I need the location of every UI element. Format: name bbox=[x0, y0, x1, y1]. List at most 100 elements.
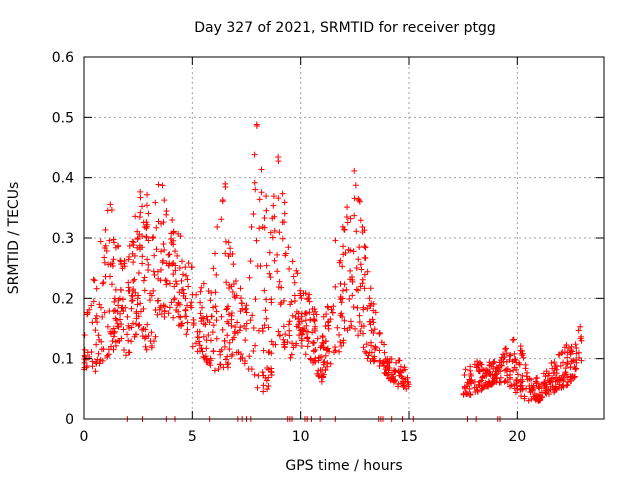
data-point bbox=[197, 299, 204, 306]
data-point bbox=[304, 296, 311, 303]
data-point bbox=[357, 217, 364, 224]
chart-title: Day 327 of 2021, SRMTID for receiver ptg… bbox=[194, 20, 496, 36]
data-point bbox=[356, 197, 363, 204]
data-point bbox=[351, 212, 358, 219]
data-point bbox=[359, 229, 366, 236]
data-point bbox=[145, 266, 152, 273]
data-point bbox=[204, 358, 211, 365]
data-point bbox=[309, 306, 316, 313]
data-point bbox=[133, 315, 140, 322]
data-point bbox=[497, 374, 504, 381]
data-point bbox=[495, 366, 502, 373]
data-point bbox=[101, 254, 108, 261]
data-point bbox=[353, 286, 360, 293]
data-point bbox=[258, 189, 265, 196]
data-point bbox=[520, 354, 527, 361]
data-point bbox=[166, 304, 173, 311]
data-point bbox=[143, 202, 150, 209]
data-point bbox=[349, 276, 356, 283]
data-point bbox=[180, 290, 187, 297]
data-point bbox=[170, 271, 177, 278]
data-point bbox=[314, 335, 321, 342]
data-point bbox=[389, 374, 396, 381]
data-point bbox=[228, 310, 235, 317]
data-point bbox=[344, 219, 351, 226]
data-point bbox=[268, 350, 275, 357]
data-point bbox=[533, 394, 540, 401]
data-point bbox=[360, 330, 367, 337]
data-point bbox=[128, 338, 135, 345]
data-point bbox=[478, 361, 485, 368]
data-point bbox=[361, 243, 368, 250]
data-point bbox=[268, 299, 275, 306]
data-point bbox=[252, 296, 259, 303]
data-point bbox=[153, 246, 160, 253]
data-point bbox=[291, 279, 298, 286]
data-point bbox=[169, 261, 176, 268]
data-point bbox=[251, 371, 258, 378]
data-point bbox=[182, 264, 189, 271]
data-point bbox=[339, 223, 346, 230]
data-point bbox=[197, 310, 204, 317]
data-point bbox=[555, 376, 562, 383]
data-point bbox=[149, 235, 156, 242]
data-point bbox=[223, 306, 230, 313]
data-point bbox=[228, 316, 235, 323]
data-point bbox=[341, 281, 348, 288]
data-point bbox=[129, 293, 136, 300]
data-point bbox=[95, 350, 102, 357]
data-point bbox=[560, 359, 567, 366]
data-point bbox=[97, 238, 104, 245]
data-point bbox=[289, 312, 296, 319]
data-point bbox=[160, 219, 167, 226]
data-point bbox=[165, 310, 172, 317]
data-point bbox=[260, 347, 267, 354]
data-point bbox=[176, 264, 183, 271]
data-point bbox=[551, 359, 558, 366]
data-point bbox=[357, 283, 364, 290]
data-point bbox=[243, 302, 250, 309]
data-point bbox=[350, 248, 357, 255]
data-point bbox=[110, 256, 117, 263]
data-point bbox=[176, 289, 183, 296]
y-tick-label: 0.4 bbox=[52, 171, 74, 187]
data-point bbox=[104, 323, 111, 330]
data-point bbox=[151, 272, 158, 279]
data-point bbox=[573, 350, 580, 357]
y-tick-label: 0.6 bbox=[52, 50, 74, 66]
data-point bbox=[106, 237, 113, 244]
data-point bbox=[357, 328, 364, 335]
data-point bbox=[353, 228, 360, 235]
data-point bbox=[355, 287, 362, 294]
data-point bbox=[105, 261, 112, 268]
data-point bbox=[114, 242, 121, 249]
data-point bbox=[142, 343, 149, 350]
data-point bbox=[209, 329, 216, 336]
data-point bbox=[263, 262, 270, 269]
data-point bbox=[137, 188, 144, 195]
data-point bbox=[564, 349, 571, 356]
data-point bbox=[226, 284, 233, 291]
data-point bbox=[368, 349, 375, 356]
data-point bbox=[575, 327, 582, 334]
data-point bbox=[152, 333, 159, 340]
data-point bbox=[368, 327, 375, 334]
data-point bbox=[512, 356, 519, 363]
data-point bbox=[260, 382, 267, 389]
data-point bbox=[276, 229, 283, 236]
data-point bbox=[117, 257, 124, 264]
data-point bbox=[502, 367, 509, 374]
data-point bbox=[504, 379, 511, 386]
data-point bbox=[319, 333, 326, 340]
data-point bbox=[170, 314, 177, 321]
data-point bbox=[203, 313, 210, 320]
data-point bbox=[265, 324, 272, 331]
data-point bbox=[506, 383, 513, 390]
data-point bbox=[269, 234, 276, 241]
data-point bbox=[534, 395, 541, 402]
data-point bbox=[211, 367, 218, 374]
data-point bbox=[207, 337, 214, 344]
data-point bbox=[359, 223, 366, 230]
data-point bbox=[563, 382, 570, 389]
data-point bbox=[132, 331, 139, 338]
